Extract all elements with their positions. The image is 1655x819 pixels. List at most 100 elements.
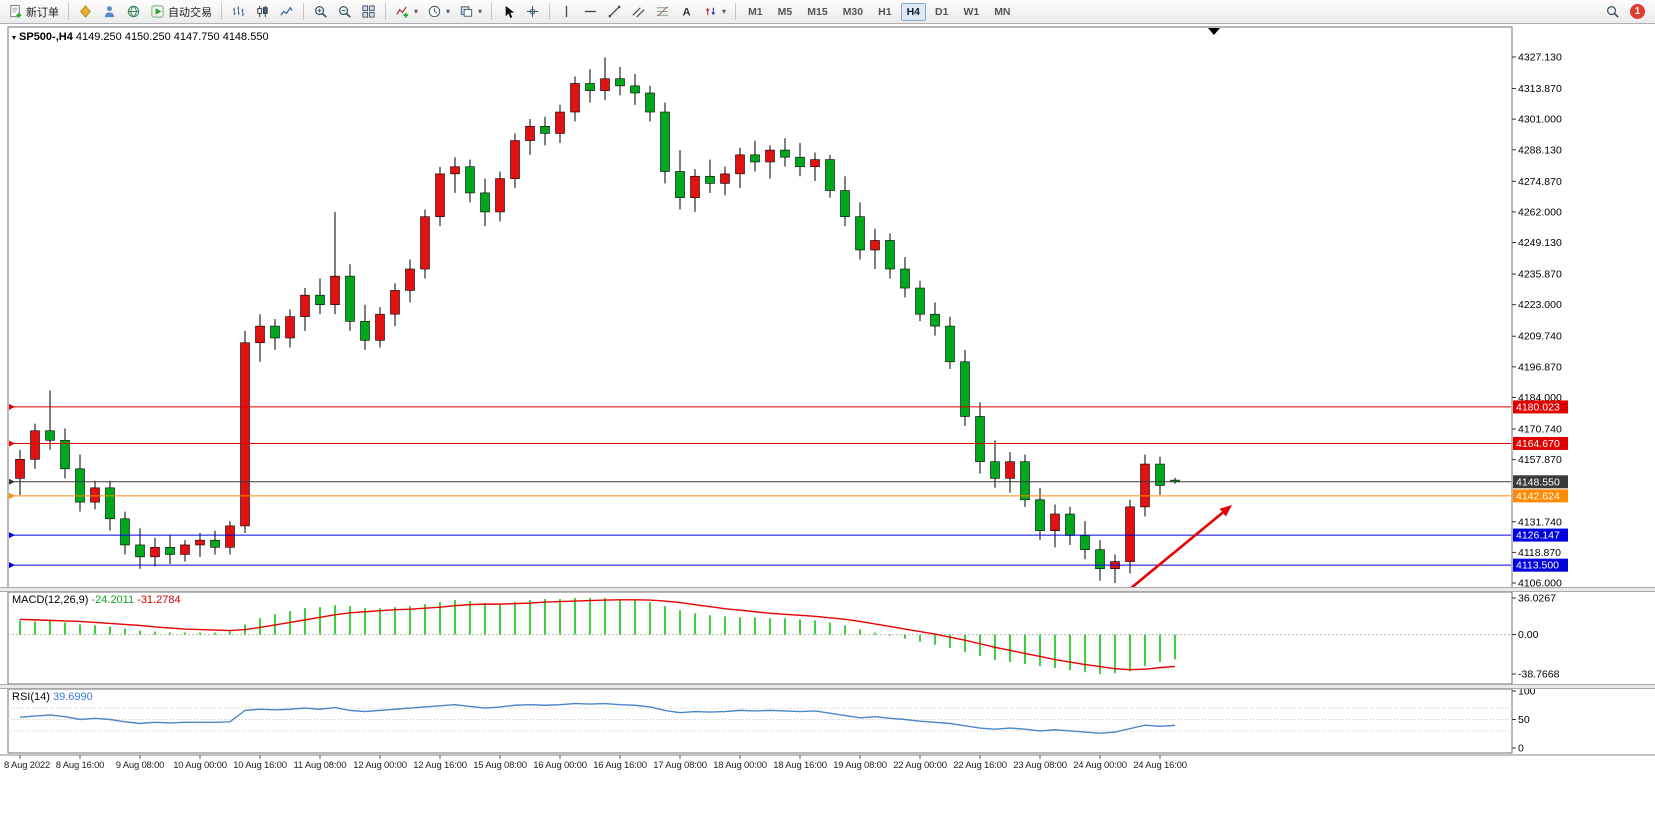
dropdown-caret-icon[interactable]: ▾ — [414, 7, 419, 16]
periods-button[interactable]: ▾ — [423, 2, 454, 22]
svg-text:24 Aug 16:00: 24 Aug 16:00 — [1133, 760, 1187, 771]
svg-text:17 Aug 08:00: 17 Aug 08:00 — [653, 760, 707, 771]
text-icon: A — [682, 7, 690, 19]
horizontal-line-button[interactable] — [579, 2, 602, 22]
macd-indicator-label: MACD(12,26,9) -24.2011 -31.2784 — [12, 594, 181, 606]
svg-text:4106.000: 4106.000 — [1518, 578, 1562, 590]
text-button[interactable]: A — [675, 2, 698, 22]
svg-text:4148.550: 4148.550 — [1516, 476, 1560, 488]
svg-text:0.00: 0.00 — [1518, 629, 1539, 641]
fibonacci-button[interactable] — [651, 2, 674, 22]
svg-text:8 Aug 2022: 8 Aug 2022 — [4, 760, 50, 771]
signals-button[interactable] — [98, 2, 121, 22]
equidistant-channel-button[interactable] — [627, 2, 650, 22]
toolbar-separator — [221, 3, 222, 20]
trendline-button[interactable] — [603, 2, 626, 22]
notification-badge[interactable]: 1 — [1630, 4, 1645, 19]
rsi-pane — [8, 702, 1512, 734]
chart-title: ▾ SP500-,H4 4149.250 4150.250 4147.750 41… — [12, 31, 269, 43]
arrows-button[interactable]: ▾ — [699, 2, 730, 22]
templates-button[interactable]: ▾ — [455, 2, 486, 22]
svg-text:4196.870: 4196.870 — [1518, 361, 1562, 373]
time-axis[interactable]: 8 Aug 2022 8 Aug 16:00 9 Aug 08:00 10 Aug 0… — [0, 754, 1655, 771]
svg-text:50: 50 — [1518, 714, 1530, 726]
svg-text:4164.670: 4164.670 — [1516, 438, 1560, 450]
line-chart-icon — [280, 6, 293, 16]
tile-windows-icon — [362, 5, 375, 18]
svg-text:4262.000: 4262.000 — [1518, 206, 1562, 218]
timeframe-m30-button[interactable]: M30 — [842, 5, 864, 18]
toolbar: 新订单 自动交易 ▾ ▾ ▾ A ▾ M1 M5 M15 M30 H1 H4 D1 W1 MN 1 — [0, 0, 1655, 24]
zoom-in-icon — [315, 6, 327, 18]
bar-chart-button[interactable] — [227, 2, 250, 22]
cursor-button[interactable] — [497, 2, 520, 22]
macd-signal-value: -31.2784 — [137, 594, 181, 606]
candlestick-icon — [257, 5, 268, 18]
candlestick-chart-button[interactable] — [251, 2, 274, 22]
toolbar-right: 1 — [1601, 2, 1651, 22]
zoom-out-icon — [339, 6, 351, 18]
new-order-button[interactable]: 新订单 — [4, 2, 63, 22]
trendline-icon — [608, 5, 621, 18]
svg-text:18 Aug 00:00: 18 Aug 00:00 — [713, 760, 767, 771]
timeframe-m1-button[interactable]: M1 — [748, 5, 763, 18]
svg-text:4274.870: 4274.870 — [1518, 176, 1562, 188]
dropdown-caret-icon[interactable]: ▾ — [722, 7, 727, 16]
toolbar-separator — [491, 3, 493, 20]
line-chart-button[interactable] — [275, 2, 298, 22]
market-button[interactable] — [122, 2, 145, 22]
chart-shift-marker-icon[interactable] — [1208, 28, 1220, 35]
tile-windows-button[interactable] — [357, 2, 380, 22]
crosshair-button[interactable] — [521, 2, 544, 22]
timeframe-m15-button[interactable]: M15 — [807, 5, 828, 18]
svg-text:18 Aug 16:00: 18 Aug 16:00 — [773, 760, 827, 771]
timeframe-h1-button[interactable]: H1 — [878, 5, 892, 18]
svg-text:4313.870: 4313.870 — [1518, 83, 1562, 95]
arrow-annotation[interactable] — [1127, 504, 1233, 592]
svg-text:12 Aug 16:00: 12 Aug 16:00 — [413, 760, 467, 771]
svg-text:4249.130: 4249.130 — [1518, 237, 1562, 249]
svg-text:16 Aug 00:00: 16 Aug 00:00 — [533, 760, 587, 771]
svg-text:10 Aug 16:00: 10 Aug 16:00 — [233, 760, 287, 771]
autotrading-icon — [151, 5, 164, 18]
svg-text:22 Aug 16:00: 22 Aug 16:00 — [953, 760, 1007, 771]
timeframe-w1-button[interactable]: W1 — [963, 5, 980, 18]
templates-icon — [460, 6, 473, 17]
svg-text:24 Aug 00:00: 24 Aug 00:00 — [1073, 760, 1127, 771]
svg-text:16 Aug 16:00: 16 Aug 16:00 — [593, 760, 647, 771]
autotrading-button-label: 自动交易 — [168, 6, 212, 19]
timeframe-d1-button[interactable]: D1 — [935, 5, 949, 18]
horizontal-levels — [9, 403, 1511, 569]
vertical-line-button[interactable] — [555, 2, 578, 22]
mql5-button[interactable] — [74, 2, 97, 22]
chart-ohlc-values: 4149.250 4150.250 4147.750 4148.550 — [75, 31, 269, 43]
rsi-value: 39.6990 — [52, 691, 93, 703]
autotrading-button[interactable]: 自动交易 — [146, 2, 216, 22]
dropdown-caret-icon[interactable]: ▾ — [446, 7, 451, 16]
indicators-button[interactable]: ▾ — [391, 2, 422, 22]
pane-divider[interactable] — [0, 684, 1655, 689]
timeframe-mn-button[interactable]: MN — [994, 5, 1011, 18]
timeframe-h4-button[interactable]: H4 — [900, 2, 926, 21]
cursor-icon — [505, 5, 515, 19]
svg-text:23 Aug 08:00: 23 Aug 08:00 — [1013, 760, 1067, 771]
macd-value: -24.2011 — [91, 594, 135, 606]
svg-text:4142.624: 4142.624 — [1516, 490, 1560, 502]
chart-menu-icon[interactable]: ▾ — [12, 33, 17, 42]
crosshair-icon — [526, 5, 539, 18]
svg-text:8 Aug 16:00: 8 Aug 16:00 — [56, 760, 105, 771]
timeframe-m5-button[interactable]: M5 — [777, 5, 793, 18]
pane-divider[interactable] — [0, 587, 1655, 592]
zoom-out-button[interactable] — [333, 2, 356, 22]
svg-text:12 Aug 00:00: 12 Aug 00:00 — [353, 760, 407, 771]
search-button[interactable] — [1601, 2, 1624, 22]
signals-icon — [104, 6, 115, 18]
svg-text:4113.500: 4113.500 — [1516, 560, 1559, 572]
price-axis[interactable]: 4327.130 4313.870 4301.000 4288.130 4274.870… — [1512, 52, 1568, 755]
svg-text:4126.147: 4126.147 — [1516, 530, 1560, 542]
dropdown-caret-icon[interactable]: ▾ — [478, 7, 483, 16]
toolbar-separator — [68, 3, 69, 20]
zoom-in-button[interactable] — [309, 2, 332, 22]
channel-icon — [632, 7, 645, 18]
